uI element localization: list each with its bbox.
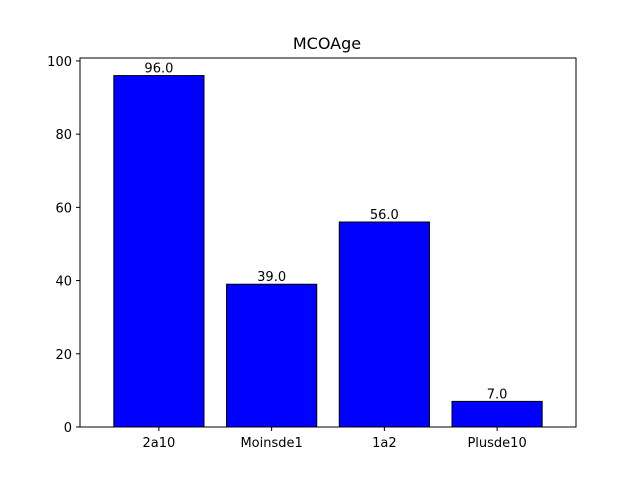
data-label-2a10: 96.0 — [144, 62, 173, 77]
x-tick-label-1a2: 1a2 — [372, 436, 397, 451]
data-label-1a2: 56.0 — [370, 208, 399, 223]
y-tick-label-80: 80 — [55, 128, 72, 143]
bar-Moinsde1 — [226, 283, 318, 428]
chart-title: MCOAge — [293, 34, 361, 53]
bar-2a10 — [113, 75, 205, 428]
bar-Plusde10 — [451, 400, 543, 428]
y-tick-label-20: 20 — [55, 348, 72, 363]
y-tick-label-0: 0 — [64, 421, 72, 436]
bars-layer — [113, 75, 543, 428]
x-axis: 2a10 Moinsde1 1a2 Plusde10 — [143, 427, 527, 451]
data-labels-layer: 96.0 39.0 56.0 7.0 — [144, 62, 507, 403]
x-tick-label-Plusde10: Plusde10 — [467, 436, 526, 451]
data-label-Moinsde1: 39.0 — [257, 270, 286, 285]
y-tick-label-60: 60 — [55, 201, 72, 216]
y-tick-label-100: 100 — [47, 55, 72, 70]
x-tick-label-2a10: 2a10 — [143, 436, 176, 451]
plot-frame — [79, 57, 577, 428]
bar-1a2 — [338, 221, 430, 428]
x-tick-label-Moinsde1: Moinsde1 — [240, 436, 302, 451]
data-label-Plusde10: 7.0 — [487, 387, 508, 402]
y-axis: 0 20 40 60 80 100 — [47, 55, 80, 436]
y-tick-label-40: 40 — [55, 275, 72, 290]
